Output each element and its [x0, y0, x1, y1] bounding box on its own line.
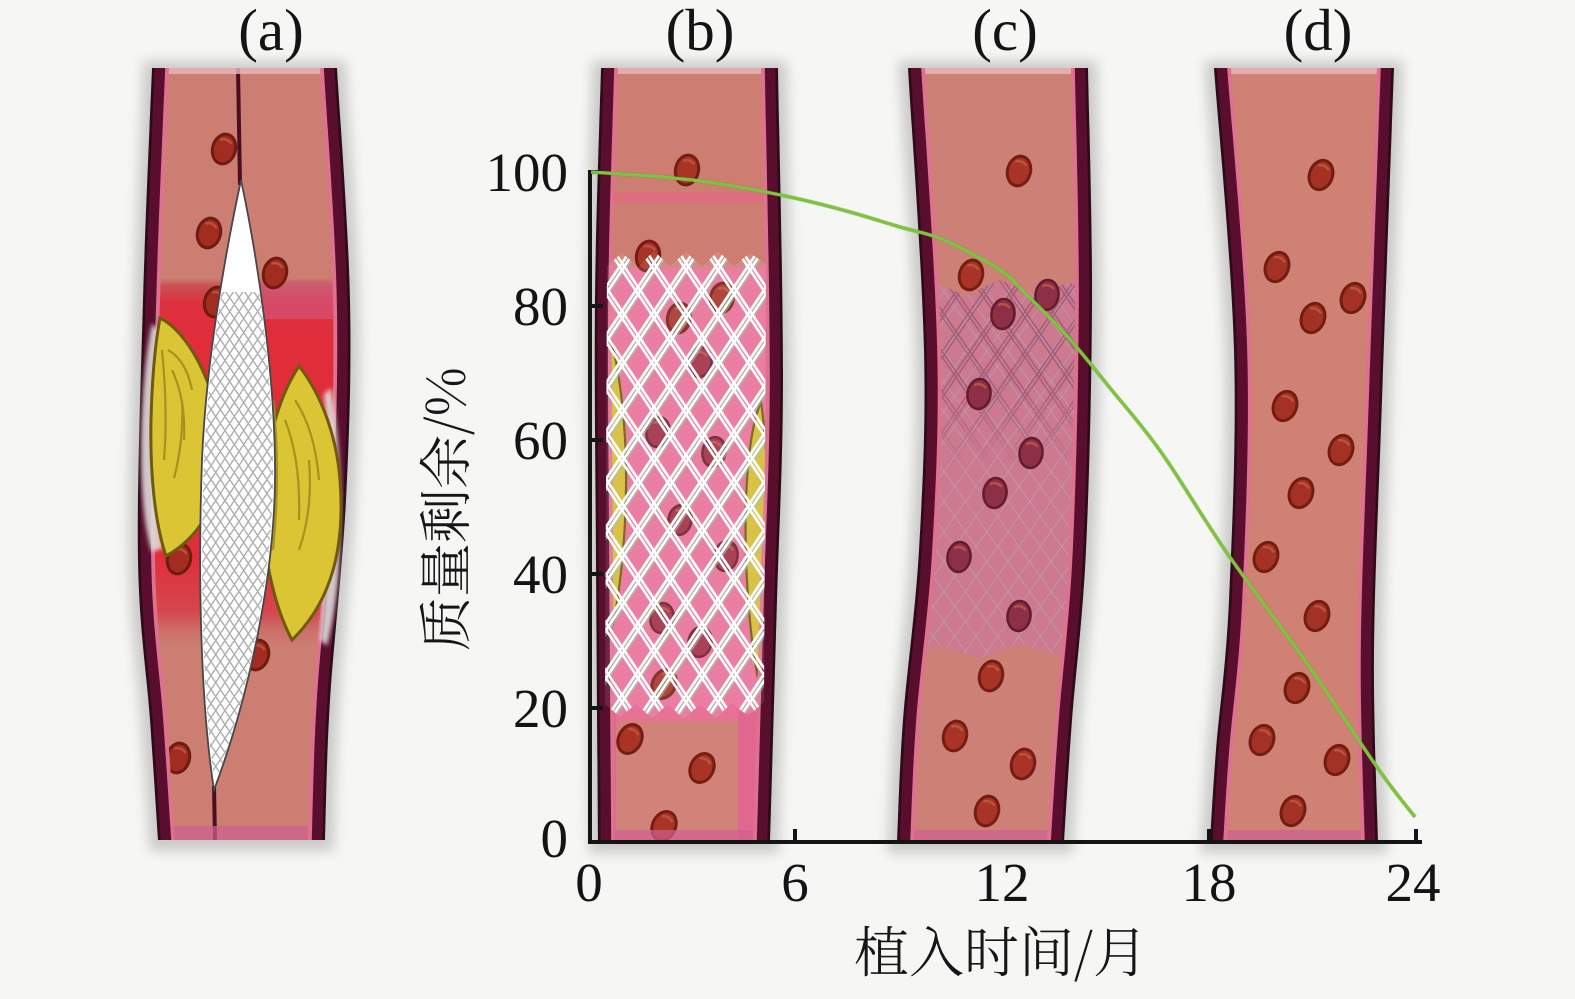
- svg-text:60: 60: [513, 410, 568, 471]
- svg-text:40: 40: [513, 544, 568, 605]
- svg-text:(a): (a): [238, 0, 303, 63]
- svg-text:6: 6: [781, 852, 809, 913]
- svg-text:(d): (d): [1284, 0, 1353, 63]
- svg-text:20: 20: [513, 678, 568, 739]
- svg-text:0: 0: [575, 852, 603, 913]
- svg-text:100: 100: [486, 142, 569, 203]
- svg-text:(b): (b): [666, 0, 735, 63]
- svg-text:24: 24: [1386, 852, 1441, 913]
- svg-text:12: 12: [975, 852, 1030, 913]
- svg-text:(c): (c): [972, 0, 1037, 63]
- svg-text:18: 18: [1182, 852, 1237, 913]
- svg-text:0: 0: [541, 808, 569, 869]
- svg-text:80: 80: [513, 276, 568, 337]
